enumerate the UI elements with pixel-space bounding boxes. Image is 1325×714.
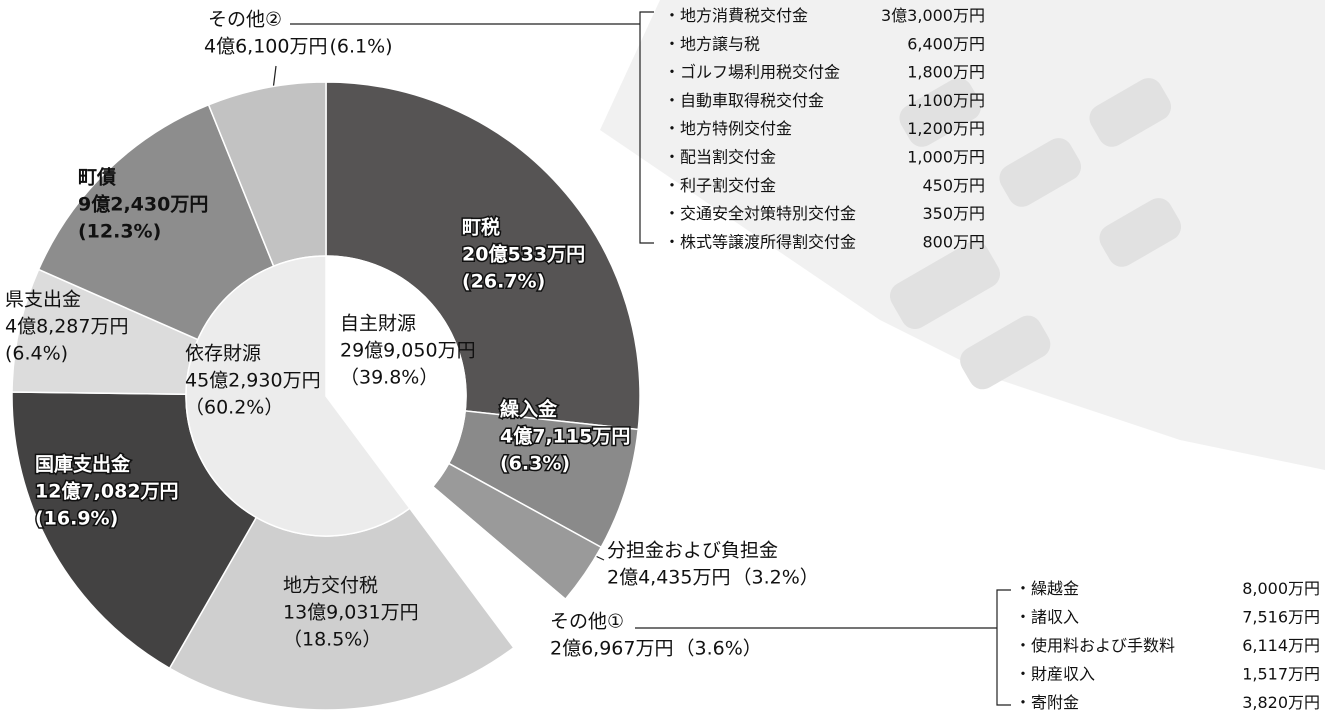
segment-amount: 2億4,435万円 — [607, 567, 730, 589]
breakdown-name: ・地方消費税交付金 — [664, 6, 808, 25]
breakdown-amount: 1,200万円 — [907, 119, 985, 138]
segment-percent: (6.3%) — [500, 453, 570, 475]
segment-amount: 13億9,031万円 — [283, 602, 419, 624]
segment-amount: 20億533万円 — [462, 243, 585, 266]
inner-amount: 29億9,050万円 — [340, 340, 476, 362]
breakdown-amount: 350万円 — [922, 204, 985, 223]
bracket — [997, 590, 1011, 705]
breakdown-amount: 3億3,000万円 — [881, 6, 985, 25]
breakdown-name: ・配当割交付金 — [664, 148, 776, 167]
breakdown-name: ・財産収入 — [1015, 665, 1095, 684]
chart: 町税 20億533万円 (26.7%) 繰入金 4億7,115万円 (6.3%) 分担金およ… — [0, 0, 1325, 714]
breakdown-amount: 3,820万円 — [1242, 693, 1320, 712]
inner-label: 自主財源 — [340, 313, 416, 335]
breakdown-name: ・自動車取得税交付金 — [664, 91, 824, 110]
segment-amount: 4億8,287万円 — [5, 316, 128, 338]
breakdown-name: ・使用料および手数料 — [1015, 636, 1175, 655]
inner-label: 依存財源 — [185, 343, 261, 365]
segment-label: 町税 — [462, 216, 500, 239]
breakdown-amount: 6,114万円 — [1242, 636, 1320, 655]
breakdown-name: ・株式等譲渡所得割交付金 — [664, 232, 856, 251]
segment-amount: 2億6,967万円 — [550, 638, 673, 660]
segment-percent: （3.2%） — [732, 567, 818, 589]
segment-label: 繰入金 — [500, 398, 558, 421]
breakdown-name: ・地方特例交付金 — [664, 119, 792, 138]
segment-percent: (6.1%) — [329, 36, 392, 58]
segment-label: 地方交付税 — [283, 575, 378, 597]
breakdown-amount: 6,400万円 — [907, 34, 985, 53]
breakdown-name: ・寄附金 — [1015, 693, 1079, 712]
breakdown-amount: 800万円 — [922, 232, 985, 251]
segment-label: その他② — [208, 9, 282, 31]
breakdown-name: ・諸収入 — [1015, 608, 1079, 627]
breakdown-amount: 8,000万円 — [1242, 579, 1320, 598]
segment-amount: 4億7,115万円 — [500, 425, 630, 448]
inner-percent: （39.8%） — [340, 367, 438, 389]
segment-label: 町債 — [78, 166, 116, 189]
segment-label: その他① — [550, 611, 624, 633]
breakdown-amount: 450万円 — [922, 176, 985, 195]
segment-percent: (6.4%) — [5, 343, 68, 365]
breakdown-name: ・利子割交付金 — [664, 176, 776, 195]
breakdown-amount: 1,000万円 — [907, 148, 985, 167]
segment-amount: 9億2,430万円 — [78, 193, 208, 216]
breakdown-name: ・ゴルフ場利用税交付金 — [664, 63, 840, 82]
segment-label: 分担金および負担金 — [607, 540, 778, 562]
segment-percent: （3.6%） — [675, 638, 761, 660]
segment-amount: 12億7,082万円 — [35, 480, 179, 503]
breakdown-name: ・繰越金 — [1015, 579, 1079, 598]
segment-percent: （18.5%） — [283, 629, 381, 651]
segment-percent: (12.3%) — [78, 221, 161, 243]
breakdown-name: ・交通安全対策特別交付金 — [664, 204, 856, 223]
segment-label: 国庫支出金 — [35, 453, 131, 476]
breakdown-amount: 1,100万円 — [907, 91, 985, 110]
breakdown-amount: 7,516万円 — [1242, 608, 1320, 627]
breakdown-amount: 1,517万円 — [1242, 665, 1320, 684]
segment-label: 県支出金 — [5, 289, 81, 311]
inner-amount: 45億2,930万円 — [185, 370, 321, 392]
breakdown-amount: 1,800万円 — [907, 63, 985, 82]
inner-percent: （60.2%） — [185, 397, 283, 419]
segment-percent: (16.9%) — [35, 508, 118, 530]
segment-percent: (26.7%) — [462, 271, 545, 293]
breakdown-name: ・地方譲与税 — [664, 34, 760, 53]
segment-amount: 4億6,100万円 — [204, 36, 327, 58]
